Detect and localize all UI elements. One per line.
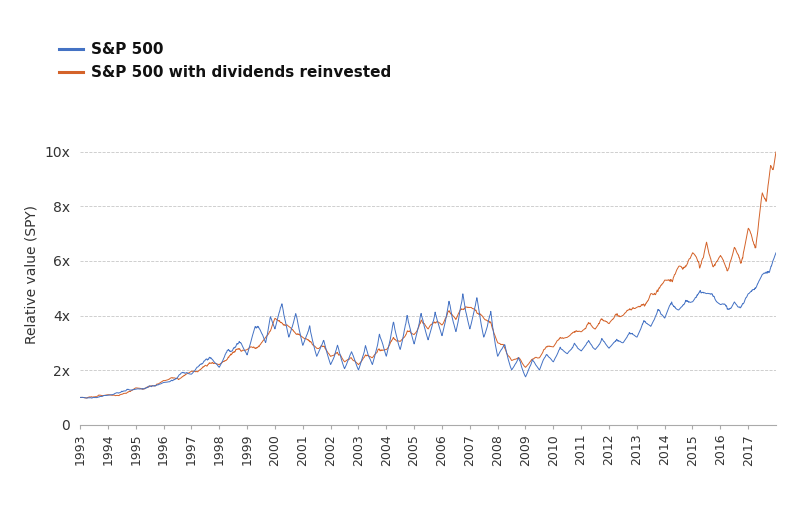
Legend: S&P 500, S&P 500 with dividends reinvested: S&P 500, S&P 500 with dividends reinvest…: [53, 36, 398, 87]
Y-axis label: Relative value (SPY): Relative value (SPY): [25, 205, 39, 344]
